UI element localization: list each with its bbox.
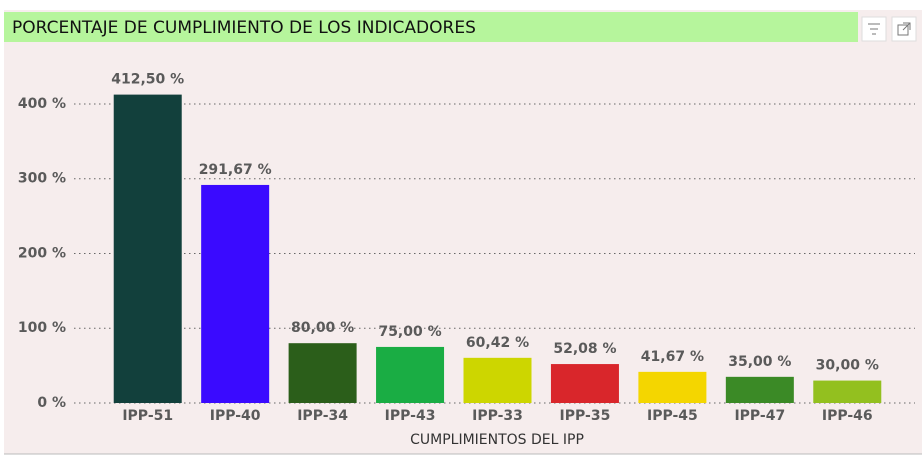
bar: [813, 380, 882, 403]
data-label: 35,00 %: [728, 354, 791, 370]
bar: [376, 346, 445, 403]
x-tick-label: IPP-34: [297, 408, 348, 424]
x-tick-label: IPP-47: [734, 408, 785, 424]
data-label: 75,00 %: [378, 324, 441, 340]
data-label: 41,67 %: [641, 349, 704, 365]
x-tick-label: IPP-33: [472, 408, 523, 424]
data-label: 52,08 %: [553, 341, 616, 357]
data-label: 60,42 %: [466, 335, 529, 351]
x-tick-label: IPP-45: [647, 408, 698, 424]
bar: [201, 184, 270, 403]
y-tick-label: 300 %: [18, 171, 66, 187]
bar: [725, 376, 794, 403]
data-label: 412,50 %: [111, 72, 184, 88]
x-tick-label: IPP-43: [385, 408, 436, 424]
bar: [113, 94, 182, 403]
x-axis-label: CUMPLIMIENTOS DEL IPP: [410, 432, 584, 448]
x-tick-label: IPP-51: [122, 408, 173, 424]
bar: [638, 371, 707, 403]
bar: [463, 357, 532, 403]
bar: [288, 343, 357, 403]
y-tick-label: 200 %: [18, 245, 66, 261]
bar: [550, 364, 619, 403]
x-tick-label: IPP-40: [210, 408, 261, 424]
chart-title: PORCENTAJE DE CUMPLIMIENTO DE LOS INDICA…: [12, 18, 476, 38]
focus-mode-icon[interactable]: [891, 16, 917, 42]
y-tick-label: 400 %: [18, 96, 66, 112]
x-tick-label: IPP-46: [822, 408, 873, 424]
data-label: 30,00 %: [816, 358, 879, 374]
data-label: 291,67 %: [199, 162, 272, 178]
title-bar: [4, 12, 858, 42]
filter-icon[interactable]: [861, 16, 887, 42]
x-tick-label: IPP-35: [560, 408, 611, 424]
y-tick-label: 100 %: [18, 320, 66, 336]
y-tick-label: 0 %: [37, 395, 66, 411]
data-label: 80,00 %: [291, 320, 354, 336]
